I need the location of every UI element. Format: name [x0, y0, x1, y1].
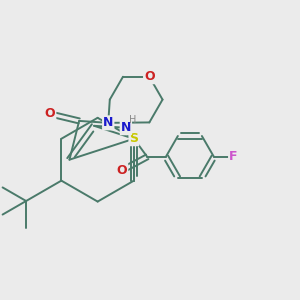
Text: F: F: [229, 150, 238, 163]
Text: O: O: [144, 70, 155, 83]
Text: N: N: [121, 121, 131, 134]
Text: S: S: [129, 132, 138, 145]
Text: N: N: [103, 116, 113, 129]
Text: O: O: [45, 107, 56, 120]
Text: H: H: [129, 115, 137, 125]
Text: O: O: [117, 164, 127, 177]
